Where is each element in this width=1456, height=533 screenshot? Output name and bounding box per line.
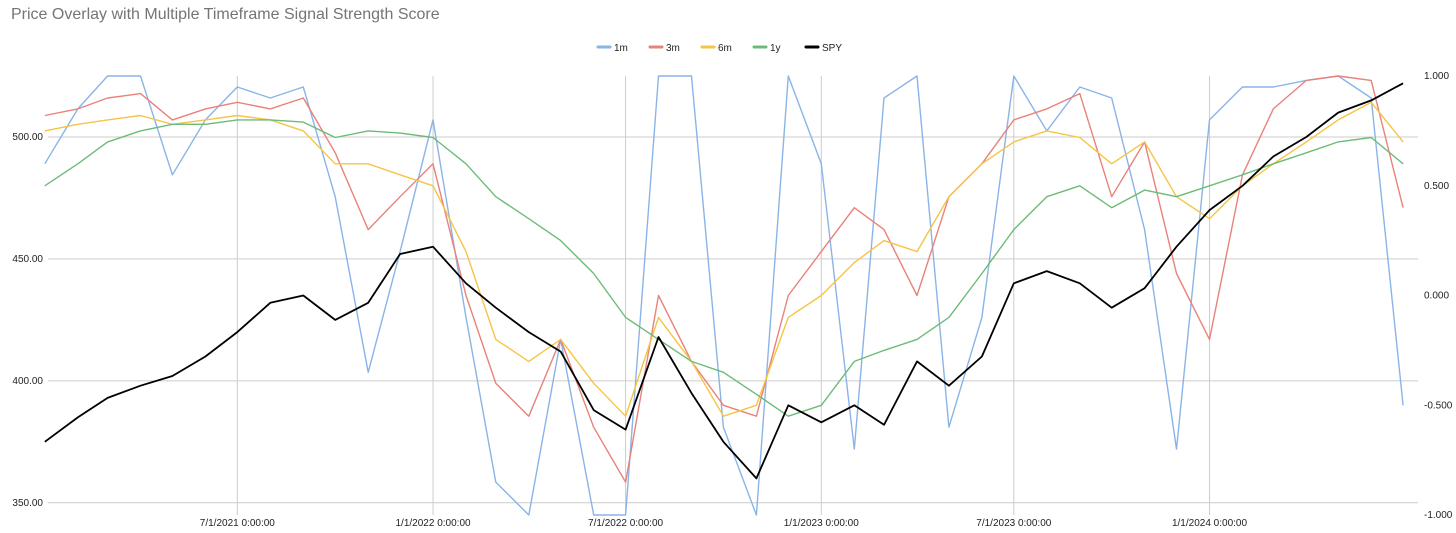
y-left-tick-label: 450.00 [12,254,43,265]
y-right-tick-label: -1.000 [1424,510,1453,521]
x-tick-label: 1/1/2022 0:00:00 [396,518,472,529]
series-line-1y [44,119,1404,417]
legend-label: 1m [614,43,628,54]
x-tick-label: 7/1/2021 0:00:00 [200,518,276,529]
y-right-tick-label: 0.000 [1424,291,1449,302]
y-right-tick-label: -0.500 [1424,400,1453,411]
series-line-1m [44,75,1404,516]
x-tick-label: 1/1/2023 0:00:00 [784,518,860,529]
legend-label: 1y [770,43,781,54]
x-tick-label: 7/1/2023 0:00:00 [976,518,1052,529]
legend-label: SPY [822,43,842,54]
legend-label: 6m [718,43,732,54]
y-left-tick-label: 400.00 [12,376,43,387]
y-right-tick-label: 0.500 [1424,181,1449,192]
series-line-3m [44,75,1404,483]
legend-label: 3m [666,43,680,54]
y-left-tick-label: 500.00 [12,132,43,143]
y-right-tick-label: 1.000 [1424,71,1449,82]
series-line-spy [44,82,1404,480]
chart-title: Price Overlay with Multiple Timeframe Si… [11,6,440,23]
x-tick-label: 7/1/2022 0:00:00 [588,518,664,529]
y-left-tick-label: 350.00 [12,498,43,509]
x-tick-label: 1/1/2024 0:00:00 [1172,518,1248,529]
